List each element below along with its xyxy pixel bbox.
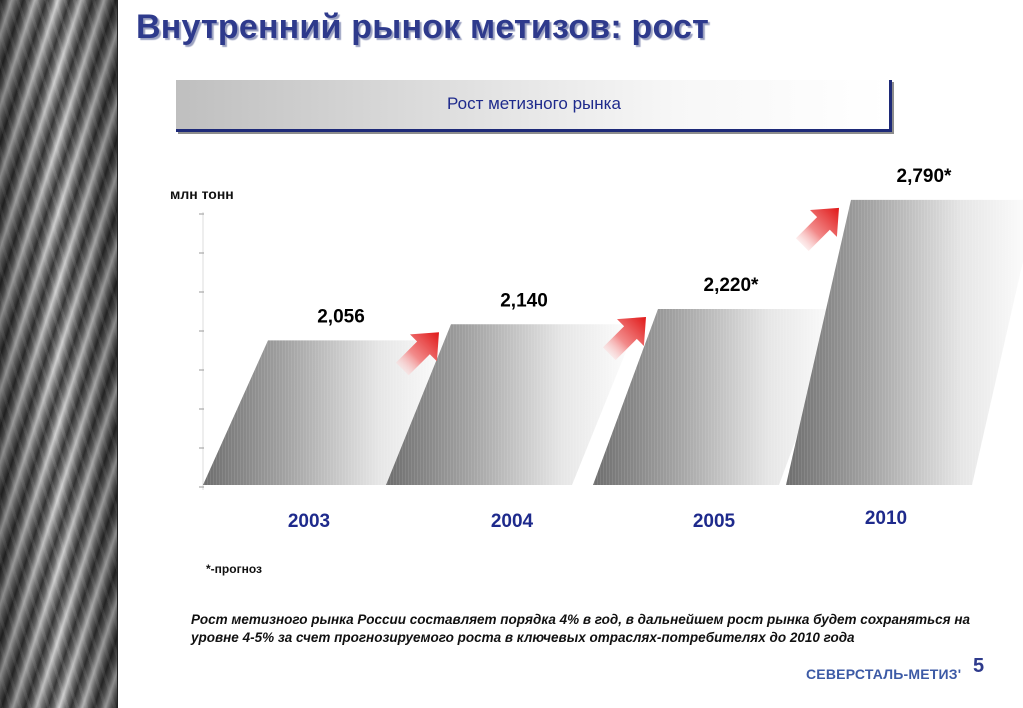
chart-subtitle: Рост метизного рынка — [447, 94, 621, 113]
growth-arrow-2003-2004 — [395, 332, 439, 376]
slide-title: Внутренний рынок метизов: рост — [136, 8, 709, 46]
category-label-2004: 2004 — [491, 511, 534, 532]
y-axis-unit-label: млн тонн — [170, 186, 234, 202]
bar-texture-2005 — [593, 308, 844, 485]
category-label-2003: 2003 — [288, 511, 330, 532]
value-label-2005: 2,220* — [704, 275, 760, 296]
category-label-2005: 2005 — [693, 511, 736, 532]
page-number: 5 — [973, 655, 985, 677]
value-label-2003: 2,056 — [317, 306, 365, 327]
bar-texture-2003 — [203, 340, 454, 485]
forecast-footnote: *-прогноз — [206, 562, 262, 576]
value-label-2010: 2,790* — [897, 166, 953, 187]
bar-texture-2004 — [386, 324, 637, 485]
y-axis — [199, 212, 204, 490]
wire-rope-decoration — [0, 0, 118, 708]
bar-texture-2010 — [786, 199, 1023, 485]
growth-arrow-2005-2010 — [795, 207, 839, 251]
chart-subtitle-box: Рост метизного рынка — [176, 80, 892, 132]
summary-text: Рост метизного рынка России составляет п… — [191, 612, 970, 645]
category-label-2010: 2010 — [865, 508, 907, 529]
company-logo: СЕВЕРСТАЛЬ-МЕТИЗ' — [806, 666, 962, 682]
growth-arrow-2004-2005 — [602, 317, 646, 361]
value-label-2004: 2,140 — [500, 290, 548, 311]
